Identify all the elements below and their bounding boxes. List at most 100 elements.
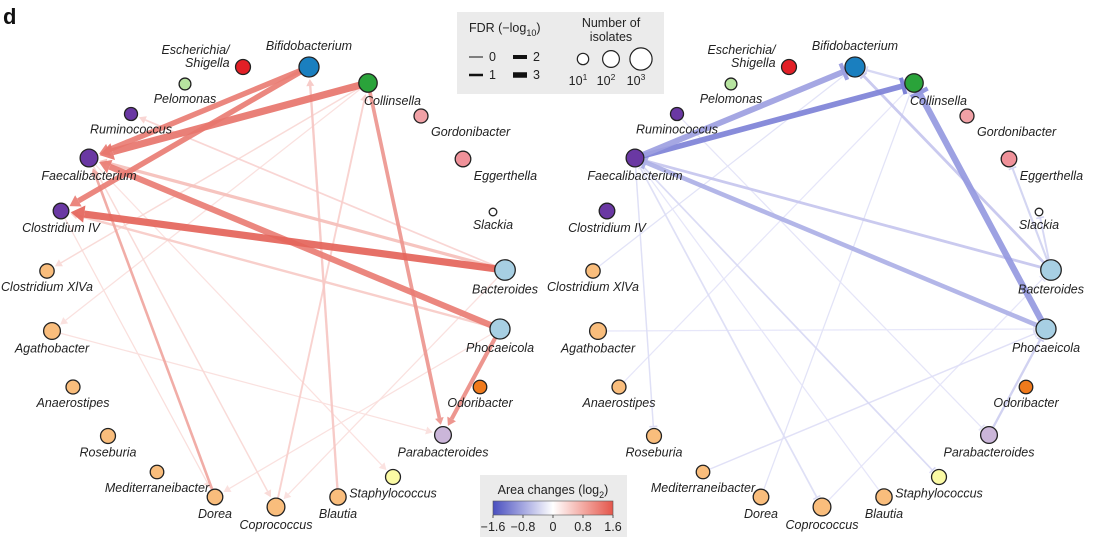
node-ruminococcus: Ruminococcus xyxy=(636,106,718,137)
node-label-parabacteroides: Parabacteroides xyxy=(397,445,488,459)
network-right: Escherichia/Shigella Bifidobacterium Pelom… xyxy=(547,39,1084,532)
node-label-eggerthella: Eggerthella xyxy=(1020,169,1083,183)
node-circle-escherichia xyxy=(234,58,252,76)
edge-phocaeicola-to-faecalibacterium xyxy=(640,155,1047,332)
legend-colorbar: Area changes (log2) −1.6 −0.8 0 0.8 1.6 xyxy=(480,475,627,537)
node-phocaeicola: Phocaeicola xyxy=(466,318,534,355)
node-roseburia: Roseburia xyxy=(80,427,137,459)
node-circle-roseburia xyxy=(645,427,663,445)
fdr-legend-title: FDR (−log10) xyxy=(469,21,541,38)
node-label-escherichia: Escherichia/Shigella xyxy=(707,43,777,70)
node-label-mediterraneibacter: Mediterraneibacter xyxy=(651,481,756,495)
node-label-mediterraneibacter: Mediterraneibacter xyxy=(105,481,210,495)
node-label-blautia: Blautia xyxy=(865,507,903,521)
node-parabacteroides: Parabacteroides xyxy=(397,425,489,459)
node-circle-staphylococcus xyxy=(384,468,402,486)
node-circle-parabacteroides xyxy=(979,425,999,445)
edge-faecalibacterium-to-coprococcus xyxy=(634,157,821,501)
isolates-legend-title-2: isolates xyxy=(590,30,632,44)
isolates-legend-item-0: 101 xyxy=(569,52,590,88)
node-circle-blautia xyxy=(329,488,347,506)
node-label-gordonibacter: Gordonibacter xyxy=(977,125,1057,139)
node-staphylococcus: Staphylococcus xyxy=(895,468,983,500)
node-label-clostridium-xlva: Clostridium XlVa xyxy=(1,280,93,294)
node-faecalibacterium: Faecalibacterium xyxy=(587,148,683,183)
node-escherichia: Escherichia/Shigella xyxy=(707,43,798,76)
node-collinsella: Collinsella xyxy=(904,73,967,108)
node-mediterraneibacter: Mediterraneibacter xyxy=(651,464,756,495)
node-bacteroides: Bacteroides xyxy=(1018,259,1084,296)
node-label-pelomonas: Pelomonas xyxy=(700,92,763,106)
fdr-legend-label-3: 3 xyxy=(533,68,540,82)
edge-bacteroides-to-coprococcus xyxy=(283,269,506,500)
colorbar-tick-3: 0.8 xyxy=(574,515,592,534)
node-label-blautia: Blautia xyxy=(319,507,357,521)
node-label-gordonibacter: Gordonibacter xyxy=(431,125,511,139)
edge-collinsella-to-clostridium-xlva xyxy=(54,82,369,267)
edge-bifidobacterium-to-clostridium-iv xyxy=(69,64,311,207)
node-label-odoribacter: Odoribacter xyxy=(447,396,513,410)
panel-letter: d xyxy=(3,4,16,29)
node-circle-ruminococcus xyxy=(669,106,685,122)
fdr-legend-item-2: 2 xyxy=(513,50,540,64)
node-staphylococcus: Staphylococcus xyxy=(349,468,437,500)
node-clostridium-xlva: Clostridium XlVa xyxy=(1,263,93,294)
edge-blautia-to-bifidobacterium xyxy=(306,78,340,498)
node-circle-clostridium-xlva xyxy=(39,263,55,279)
node-label-staphylococcus: Staphylococcus xyxy=(349,486,437,500)
node-label-clostridium-iv: Clostridium IV xyxy=(568,221,647,235)
node-coprococcus: Coprococcus xyxy=(786,497,859,532)
node-circle-gordonibacter xyxy=(959,108,975,124)
node-pelomonas: Pelomonas xyxy=(154,77,216,106)
node-circle-coprococcus xyxy=(812,497,832,517)
node-eggerthella: Eggerthella xyxy=(454,150,537,183)
node-circle-pelomonas xyxy=(724,77,738,91)
colorbar-tick-label-4: 1.6 xyxy=(604,520,621,534)
network-left: Escherichia/Shigella Bifidobacterium Pelom… xyxy=(1,39,538,532)
node-label-collinsella: Collinsella xyxy=(910,94,967,108)
node-faecalibacterium: Faecalibacterium xyxy=(41,148,137,183)
node-escherichia: Escherichia/Shigella xyxy=(161,43,252,76)
node-label-roseburia: Roseburia xyxy=(80,445,137,459)
node-circle-slackia xyxy=(1034,207,1044,217)
node-circle-odoribacter xyxy=(1018,379,1034,395)
node-circle-phocaeicola xyxy=(1035,318,1057,340)
node-bifidobacterium: Bifidobacterium xyxy=(266,39,352,78)
fdr-legend-item-1: 1 xyxy=(469,68,496,82)
edges-left xyxy=(51,64,506,508)
edge-faecalibacterium-to-staphylococcus xyxy=(634,157,936,474)
colorbar-title: Area changes (log2) xyxy=(498,483,609,500)
isolates-legend-label-2: 103 xyxy=(627,72,646,88)
node-slackia: Slackia xyxy=(1019,207,1059,232)
node-dorea: Dorea xyxy=(744,488,778,521)
edge-faecalibacterium-to-collinsella xyxy=(634,77,908,161)
fdr-legend-item-3: 3 xyxy=(513,68,540,82)
edge-coprococcus-to-bacteroides xyxy=(821,275,1046,508)
node-label-bifidobacterium: Bifidobacterium xyxy=(266,39,352,53)
node-circle-anaerostipes xyxy=(611,379,627,395)
edge-agathobacter-to-parabacteroides xyxy=(51,330,433,435)
edge-agathobacter-to-phocaeicola xyxy=(597,325,1035,334)
legend-fdr-isolates: FDR (−log10) 0 2 1 3 Number of isolates 101… xyxy=(457,12,664,94)
node-label-ruminococcus: Ruminococcus xyxy=(90,123,172,137)
isolates-legend-label-1: 102 xyxy=(597,72,616,88)
node-label-phocaeicola: Phocaeicola xyxy=(466,341,534,355)
edge-bacteroides-to-bifidobacterium xyxy=(859,72,1053,271)
node-label-coprococcus: Coprococcus xyxy=(786,518,859,532)
edge-ruminococcus-to-parabacteroides xyxy=(676,113,986,431)
node-coprococcus: Coprococcus xyxy=(240,497,312,532)
node-odoribacter: Odoribacter xyxy=(993,379,1059,410)
colorbar-tick-label-1: −0.8 xyxy=(511,520,536,534)
legend-box xyxy=(457,12,664,94)
node-label-dorea: Dorea xyxy=(198,507,232,521)
node-label-eggerthella: Eggerthella xyxy=(474,169,537,183)
node-circle-agathobacter xyxy=(42,321,62,341)
edge-bacteroides-to-eggerthella xyxy=(1008,166,1053,271)
node-circle-escherichia xyxy=(780,58,798,76)
node-circle-anaerostipes xyxy=(65,379,81,395)
colorbar xyxy=(492,500,614,516)
node-circle-dorea xyxy=(752,488,770,506)
node-circle-collinsella xyxy=(358,73,378,93)
node-bacteroides: Bacteroides xyxy=(472,259,538,296)
colorbar-tick-label-3: 0.8 xyxy=(574,520,591,534)
